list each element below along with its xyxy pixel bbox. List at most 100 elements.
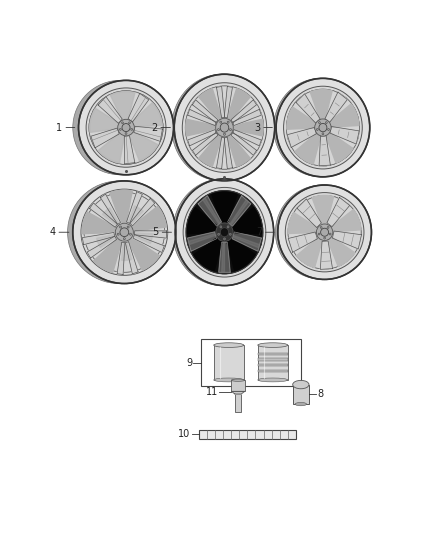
Polygon shape [233,109,261,126]
Text: 11: 11 [206,387,219,397]
Polygon shape [128,206,143,224]
Ellipse shape [118,119,134,136]
Ellipse shape [318,233,320,235]
Polygon shape [288,232,318,252]
Text: 10: 10 [178,429,191,439]
Polygon shape [132,103,162,127]
Bar [258,345,288,380]
Ellipse shape [321,228,328,236]
Polygon shape [234,119,263,136]
Bar [293,385,309,404]
Polygon shape [130,198,155,226]
Polygon shape [227,238,255,271]
Polygon shape [98,133,124,163]
Polygon shape [332,231,361,249]
Ellipse shape [218,233,219,235]
Polygon shape [127,192,142,223]
Polygon shape [90,203,117,227]
Ellipse shape [81,189,168,276]
Ellipse shape [288,196,361,269]
Polygon shape [82,212,115,233]
Bar [199,430,296,439]
Ellipse shape [67,181,171,284]
Ellipse shape [84,192,165,272]
Polygon shape [297,199,321,228]
Polygon shape [117,242,125,274]
Ellipse shape [186,191,263,274]
Ellipse shape [318,122,320,124]
Ellipse shape [327,227,329,228]
Polygon shape [129,132,158,161]
Ellipse shape [73,80,168,175]
Ellipse shape [86,88,166,167]
Ellipse shape [216,223,233,241]
Polygon shape [132,206,166,231]
Ellipse shape [328,128,329,131]
Ellipse shape [283,86,362,169]
Ellipse shape [325,122,327,124]
Ellipse shape [220,228,229,237]
Polygon shape [133,235,164,253]
Ellipse shape [316,224,333,240]
Ellipse shape [175,179,274,286]
Ellipse shape [182,83,267,172]
Ellipse shape [286,89,360,166]
Ellipse shape [129,122,131,124]
Bar [231,380,245,391]
Ellipse shape [185,86,264,169]
Polygon shape [296,94,320,123]
Ellipse shape [317,128,318,131]
Ellipse shape [125,133,127,134]
Polygon shape [199,135,222,167]
Ellipse shape [130,233,131,235]
Text: 7: 7 [256,227,262,237]
Polygon shape [231,132,257,155]
Polygon shape [198,196,221,226]
Ellipse shape [295,402,307,406]
Polygon shape [134,126,162,141]
Ellipse shape [322,133,324,135]
Ellipse shape [120,128,121,130]
Ellipse shape [78,80,173,175]
Ellipse shape [122,122,124,124]
Polygon shape [287,127,317,148]
Polygon shape [222,243,224,272]
Ellipse shape [320,227,322,228]
Polygon shape [134,231,167,238]
Polygon shape [329,104,359,127]
Ellipse shape [274,78,367,177]
Polygon shape [212,192,237,223]
Ellipse shape [231,379,245,381]
Polygon shape [233,236,260,248]
Ellipse shape [285,192,364,272]
Ellipse shape [276,78,370,177]
Polygon shape [227,88,250,120]
Text: 1: 1 [57,123,63,133]
Polygon shape [231,100,257,123]
Polygon shape [326,132,353,163]
Ellipse shape [319,123,327,132]
Polygon shape [328,237,355,266]
Ellipse shape [218,128,219,131]
Polygon shape [87,236,117,258]
Ellipse shape [115,223,133,241]
Polygon shape [233,232,261,251]
Text: 2: 2 [151,123,158,133]
Ellipse shape [131,128,133,130]
Ellipse shape [258,343,288,348]
Polygon shape [295,133,321,164]
Polygon shape [228,196,251,226]
Ellipse shape [223,133,226,135]
Text: 5: 5 [152,227,159,237]
Text: 3: 3 [254,123,260,133]
Bar [201,339,301,386]
Polygon shape [233,130,261,146]
Ellipse shape [220,121,222,123]
Ellipse shape [329,233,331,235]
Ellipse shape [286,89,360,166]
Polygon shape [297,238,322,268]
Ellipse shape [73,181,176,284]
Polygon shape [192,132,218,155]
Ellipse shape [227,226,229,228]
Ellipse shape [220,226,222,228]
